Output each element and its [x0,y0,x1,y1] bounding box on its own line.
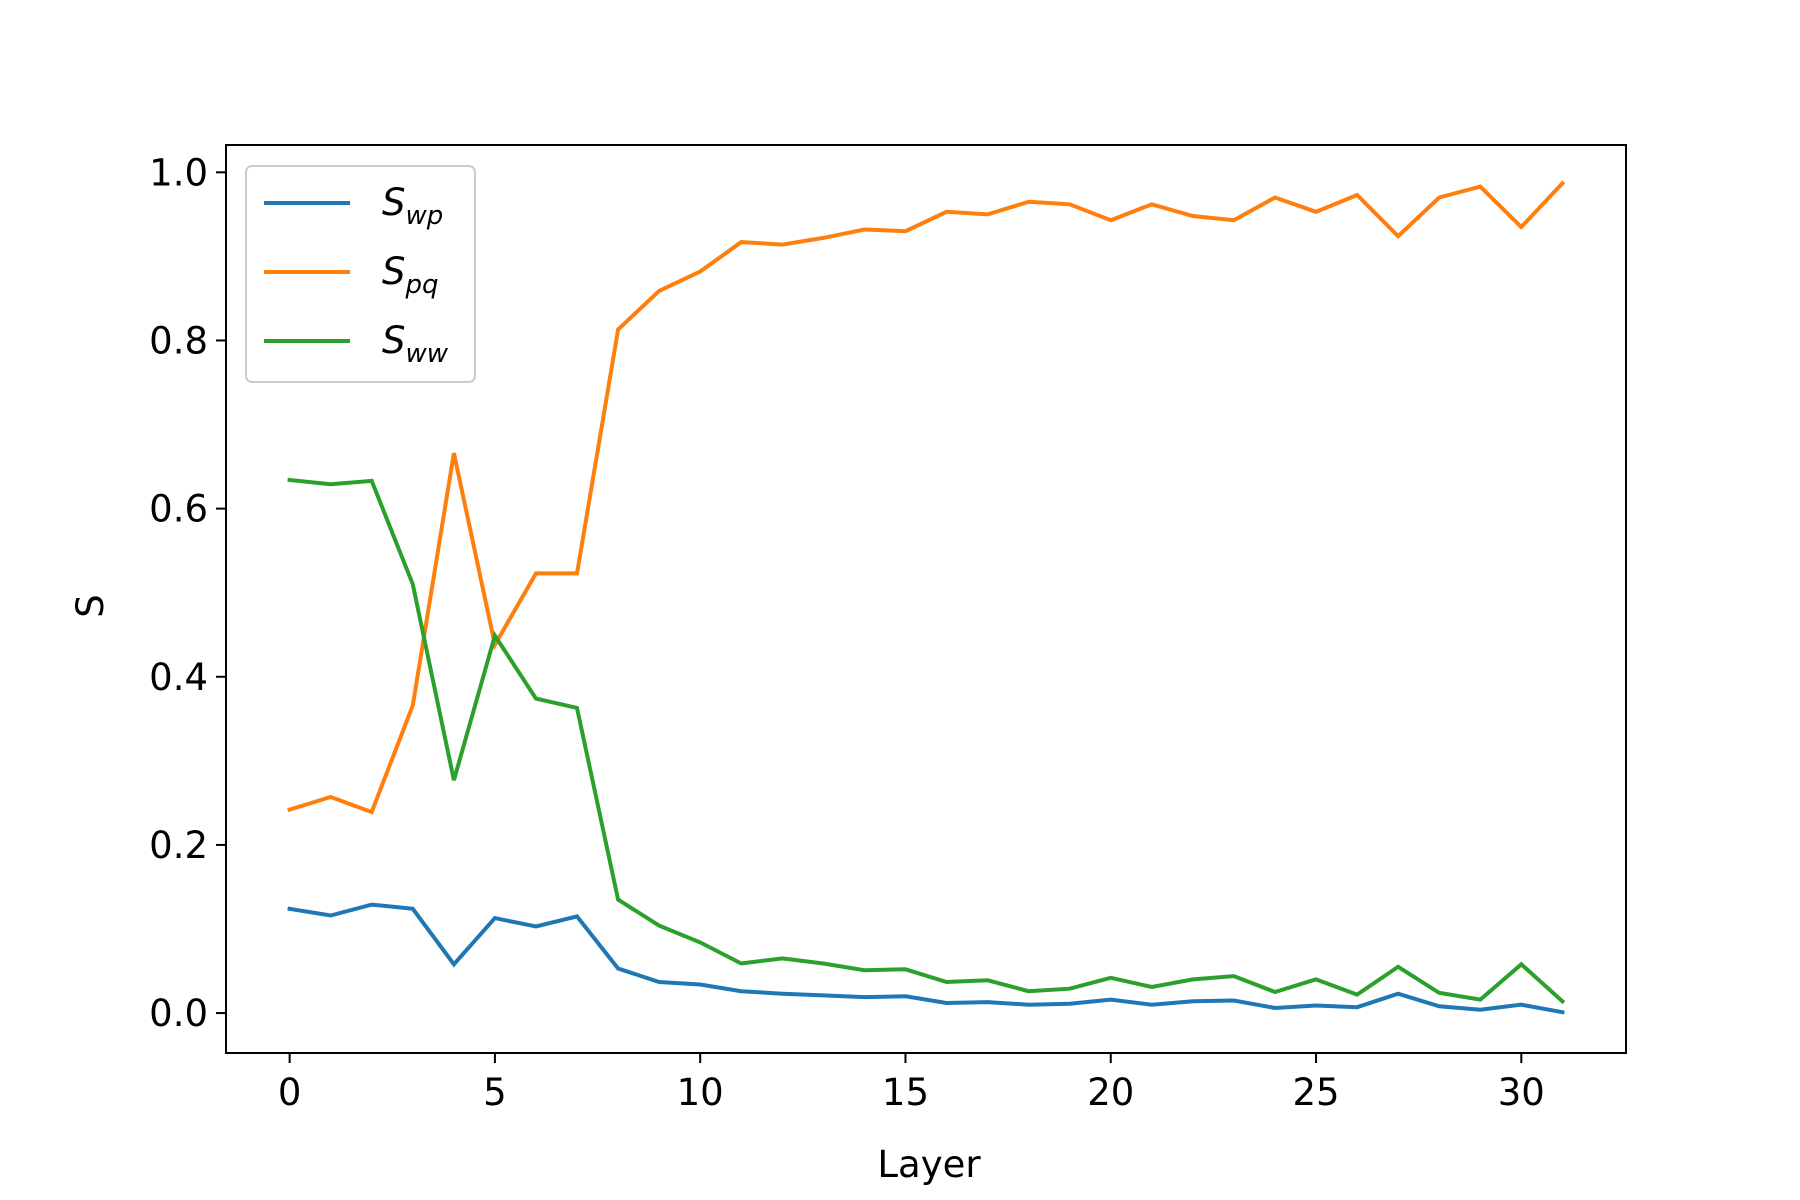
axes-frame [225,144,1627,1054]
legend-box [245,165,476,383]
y-tick-label-0.0: 0.0 [149,992,208,1035]
x-tick-label-0: 0 [278,1071,302,1114]
x-tick-label-25: 25 [1292,1071,1339,1114]
series-line-ww [287,477,1566,1005]
x-tick-label-10: 10 [677,1071,724,1114]
y-axis-label: S [69,594,112,618]
x-tick-label-20: 20 [1087,1071,1134,1114]
series-line-wp [287,902,1565,1015]
x-tick-label-30: 30 [1498,1071,1545,1114]
y-tick-label-1.0: 1.0 [149,151,208,194]
y-tick-label-0.6: 0.6 [149,488,208,531]
x-tick-label-5: 5 [483,1071,507,1114]
y-tick-label-0.8: 0.8 [149,319,208,362]
y-tick-label-0.4: 0.4 [149,656,208,699]
axes-layer: 0 5 10 15 20 25 30 0.0 0.2 0.4 0.6 0.8 1.0 [149,144,1627,1114]
series-line-pq [287,180,1566,815]
y-tick-label-0.2: 0.2 [149,824,208,867]
x-axis-label: Layer [877,1143,981,1186]
series-layer [287,180,1566,1015]
x-tick-label-15: 15 [882,1071,929,1114]
